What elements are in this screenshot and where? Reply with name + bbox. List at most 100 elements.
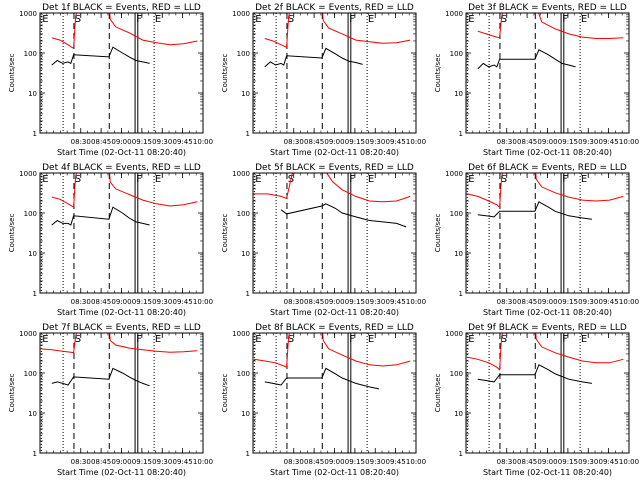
x-tick-label: 09:30 bbox=[365, 138, 385, 146]
panel-series-group bbox=[466, 333, 624, 384]
y-axis-label: Counts/sec bbox=[221, 214, 229, 253]
event-marker-label: E bbox=[255, 174, 261, 185]
x-axis-label: Start Time (02-Oct-11 08:20:40) bbox=[483, 468, 612, 477]
event-marker-label: E bbox=[468, 14, 474, 25]
x-tick-label: 09:15 bbox=[345, 138, 365, 146]
x-tick-label: 08:30 bbox=[71, 298, 91, 306]
x-axis-label: Start Time (02-Oct-11 08:20:40) bbox=[270, 148, 399, 157]
y-axis-label: Counts/sec bbox=[434, 214, 442, 253]
event-marker-label: E bbox=[42, 334, 48, 345]
y-tick-label: 100 bbox=[450, 210, 463, 218]
event-marker-label: E bbox=[155, 334, 161, 345]
panel-title: Det 3f BLACK = Events, RED = LLD bbox=[468, 3, 627, 13]
y-tick-label: 10 bbox=[241, 410, 250, 418]
y-axis-label: Counts/sec bbox=[221, 374, 229, 413]
y-tick-label: 10 bbox=[241, 250, 250, 258]
x-tick-label: 10:00 bbox=[619, 138, 639, 146]
x-tick-label: 09:30 bbox=[152, 138, 172, 146]
events-series-line bbox=[264, 47, 363, 68]
y-tick-label: 1000 bbox=[232, 10, 250, 18]
x-tick-label: 10:00 bbox=[619, 458, 639, 466]
x-tick-label: 09:00 bbox=[324, 298, 344, 306]
x-tick-label: 09:15 bbox=[558, 458, 578, 466]
y-tick-label: 100 bbox=[450, 50, 463, 58]
x-tick-label: 10:00 bbox=[193, 458, 213, 466]
panel-det-9: Det 9f BLACK = Events, RED = LLD Counts/s… bbox=[434, 323, 639, 477]
panel-series-group bbox=[477, 13, 624, 70]
events-series-line bbox=[477, 49, 576, 70]
panel-frame bbox=[465, 332, 630, 454]
event-marker-label: E bbox=[368, 174, 374, 185]
x-tick-label: 09:45 bbox=[173, 138, 193, 146]
x-tick-label: 09:15 bbox=[345, 298, 365, 306]
y-axis-label: Counts/sec bbox=[8, 214, 16, 253]
event-marker-label: F bbox=[562, 334, 568, 345]
y-tick-label: 1 bbox=[33, 290, 37, 298]
panel-det-8: Det 8f BLACK = Events, RED = LLD Counts/s… bbox=[221, 323, 426, 477]
x-tick-label: 09:00 bbox=[324, 458, 344, 466]
panel-frame bbox=[39, 332, 204, 454]
event-marker-label: E bbox=[255, 14, 261, 25]
panel-series-group bbox=[264, 13, 411, 68]
y-tick-label: 1 bbox=[459, 130, 463, 138]
x-tick-label: 09:00 bbox=[537, 298, 557, 306]
event-marker-label: S bbox=[75, 334, 81, 345]
panel-frame bbox=[465, 172, 630, 294]
x-tick-label: 08:30 bbox=[497, 138, 517, 146]
x-axis-label: Start Time (02-Oct-11 08:20:40) bbox=[270, 308, 399, 317]
x-tick-label: 10:00 bbox=[193, 298, 213, 306]
event-marker-label: E bbox=[368, 14, 374, 25]
lld-series-line bbox=[40, 333, 198, 354]
lld-series-line bbox=[264, 13, 411, 48]
x-tick-label: 09:45 bbox=[173, 298, 193, 306]
event-marker-label: S bbox=[501, 334, 507, 345]
x-tick-label: 08:30 bbox=[71, 138, 91, 146]
x-tick-label: 10:00 bbox=[406, 298, 426, 306]
event-marker-label: S bbox=[501, 14, 507, 25]
event-marker-label: E bbox=[468, 174, 474, 185]
x-tick-label: 09:00 bbox=[111, 298, 131, 306]
y-tick-label: 10 bbox=[454, 410, 463, 418]
panel-frame bbox=[465, 12, 630, 134]
event-marker-label: E bbox=[368, 334, 374, 345]
event-marker-label: E bbox=[581, 334, 587, 345]
panel-series-group bbox=[51, 173, 198, 226]
x-axis-label: Start Time (02-Oct-11 08:20:40) bbox=[483, 308, 612, 317]
y-axis-label: Counts/sec bbox=[8, 374, 16, 413]
panel-title: Det 8f BLACK = Events, RED = LLD bbox=[255, 323, 414, 333]
event-marker-label: E bbox=[255, 334, 261, 345]
x-tick-label: 09:45 bbox=[599, 298, 619, 306]
y-tick-label: 10 bbox=[241, 90, 250, 98]
x-tick-label: 08:30 bbox=[71, 458, 91, 466]
lld-series-line bbox=[466, 333, 624, 371]
x-tick-label: 10:00 bbox=[193, 138, 213, 146]
y-tick-label: 1000 bbox=[445, 170, 463, 178]
y-axis-label: Counts/sec bbox=[221, 54, 229, 93]
x-tick-label: 09:45 bbox=[386, 458, 406, 466]
x-tick-label: 08:45 bbox=[91, 138, 111, 146]
y-axis-label: Counts/sec bbox=[434, 54, 442, 93]
y-tick-label: 100 bbox=[24, 210, 37, 218]
event-marker-label: F bbox=[562, 14, 568, 25]
event-marker-label: E bbox=[42, 174, 48, 185]
x-tick-label: 09:15 bbox=[345, 458, 365, 466]
y-tick-label: 1000 bbox=[232, 330, 250, 338]
y-tick-label: 1000 bbox=[19, 10, 37, 18]
events-series-line bbox=[51, 367, 150, 387]
event-marker-label: F bbox=[136, 174, 142, 185]
x-tick-label: 09:15 bbox=[132, 458, 152, 466]
lld-series-line bbox=[477, 13, 624, 39]
event-marker-label: S bbox=[288, 14, 294, 25]
x-tick-label: 08:45 bbox=[517, 138, 537, 146]
event-marker-label: E bbox=[155, 174, 161, 185]
lld-series-line bbox=[51, 13, 198, 50]
event-marker-label: S bbox=[288, 334, 294, 345]
y-tick-label: 100 bbox=[237, 50, 250, 58]
events-series-line bbox=[264, 367, 380, 390]
panel-frame bbox=[39, 12, 204, 134]
x-tick-label: 09:00 bbox=[111, 458, 131, 466]
panel-frame bbox=[39, 172, 204, 294]
y-tick-label: 100 bbox=[24, 50, 37, 58]
x-axis-label: Start Time (02-Oct-11 08:20:40) bbox=[270, 468, 399, 477]
